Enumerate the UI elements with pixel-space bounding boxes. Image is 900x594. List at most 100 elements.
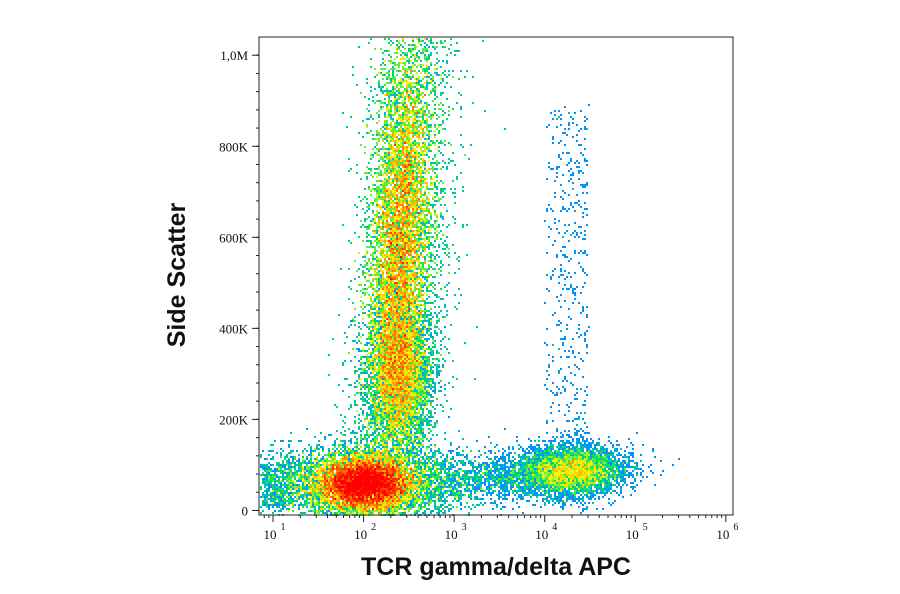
data-point [420, 152, 422, 154]
data-point [406, 218, 408, 220]
data-point [418, 292, 420, 294]
data-point [362, 272, 364, 274]
data-point [406, 108, 408, 110]
data-point [386, 116, 388, 118]
data-point [386, 240, 388, 242]
data-point [398, 122, 400, 124]
data-point [394, 344, 396, 346]
data-point [422, 204, 424, 206]
data-point [404, 294, 406, 296]
data-point [414, 250, 416, 252]
data-point [572, 290, 574, 292]
data-point [364, 264, 366, 266]
data-point [428, 232, 430, 234]
data-point [404, 356, 406, 358]
data-point [394, 180, 396, 182]
data-point [574, 272, 576, 274]
data-point [398, 374, 400, 376]
data-point [412, 204, 414, 206]
data-point [400, 366, 402, 368]
data-point [422, 114, 424, 116]
data-point [396, 124, 398, 126]
data-point [432, 380, 434, 382]
data-point [422, 158, 424, 160]
data-point [400, 170, 402, 172]
data-point [430, 218, 432, 220]
data-point [410, 240, 412, 242]
data-point [396, 202, 398, 204]
data-point [412, 304, 414, 306]
data-point [404, 42, 406, 44]
data-point [376, 354, 378, 356]
data-point [442, 298, 444, 300]
data-point [400, 380, 402, 382]
data-point [368, 228, 370, 230]
data-point [384, 344, 386, 346]
data-point [378, 312, 380, 314]
data-point [578, 166, 580, 168]
data-point [400, 316, 402, 318]
data-point [400, 102, 402, 104]
data-point [378, 140, 380, 142]
data-point [366, 366, 368, 368]
data-point [398, 236, 400, 238]
data-point [398, 328, 400, 330]
data-point [370, 334, 372, 336]
data-point [424, 204, 426, 206]
data-point [386, 302, 388, 304]
data-point [582, 172, 584, 174]
data-point [378, 260, 380, 262]
data-point [426, 120, 428, 122]
data-point [410, 378, 412, 380]
data-point [362, 224, 364, 226]
data-point [444, 384, 446, 386]
data-point [420, 378, 422, 380]
data-point [396, 336, 398, 338]
data-point [570, 382, 572, 384]
data-point [378, 334, 380, 336]
data-point [378, 326, 380, 328]
data-point [416, 126, 418, 128]
data-point [354, 320, 356, 322]
data-point [410, 224, 412, 226]
data-point [420, 324, 422, 326]
data-point [428, 374, 430, 376]
data-point [406, 54, 408, 56]
data-point [440, 142, 442, 144]
data-point [386, 300, 388, 302]
data-point [438, 256, 440, 258]
data-point [386, 278, 388, 280]
data-point [424, 362, 426, 364]
data-point [374, 246, 376, 248]
data-point [410, 88, 412, 90]
data-point [398, 384, 400, 386]
data-point [420, 138, 422, 140]
data-point [412, 124, 414, 126]
data-point [398, 304, 400, 306]
data-point [378, 226, 380, 228]
data-point [436, 168, 438, 170]
data-point [392, 376, 394, 378]
data-point [398, 272, 400, 274]
data-point [428, 326, 430, 328]
data-point [402, 328, 404, 330]
data-point [396, 148, 398, 150]
data-point [408, 58, 410, 60]
data-point [394, 122, 396, 124]
data-point [394, 378, 396, 380]
data-point [380, 148, 382, 150]
data-point [374, 250, 376, 252]
data-point [406, 198, 408, 200]
data-point [428, 146, 430, 148]
data-point [392, 230, 394, 232]
data-point [374, 268, 376, 270]
data-point [416, 134, 418, 136]
data-point [408, 170, 410, 172]
data-point [368, 336, 370, 338]
data-point [560, 158, 562, 160]
data-point [382, 190, 384, 192]
data-point [408, 158, 410, 160]
data-point [408, 196, 410, 198]
data-point [390, 140, 392, 142]
data-point [396, 320, 398, 322]
